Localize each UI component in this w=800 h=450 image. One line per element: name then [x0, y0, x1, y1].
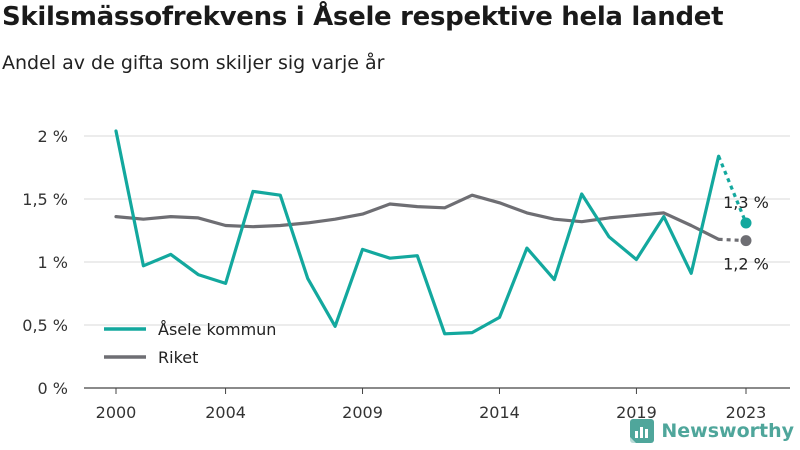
x-tick-label: 2023 — [726, 403, 767, 422]
series-line-asele — [114, 129, 721, 336]
chart-subtitle: Andel av de gifta som skiljer sig varje … — [2, 52, 385, 74]
x-tick-label: 2009 — [342, 403, 383, 422]
chart-title: Skilsmässofrekvens i Åsele respektive he… — [2, 2, 724, 32]
x-tick-label: 2019 — [616, 403, 657, 422]
newsworthy-logo-icon — [630, 419, 655, 443]
series-line-riket — [114, 193, 721, 241]
x-tick-label: 2000 — [96, 403, 137, 422]
series-end-point-asele — [740, 217, 752, 229]
y-tick-label: 0,5 % — [22, 316, 68, 335]
legend-label-asele: Åsele kommun — [158, 320, 276, 339]
x-tick-label: 2004 — [205, 403, 246, 422]
y-tick-label: 0 % — [38, 379, 68, 398]
y-tick-label: 1 % — [38, 253, 68, 272]
y-tick-label: 1,5 % — [22, 190, 68, 209]
y-tick-label: 2 % — [38, 127, 68, 146]
x-tick-label: 2014 — [479, 403, 520, 422]
end-label-riket: 1,2 % — [723, 255, 769, 274]
brand-logo: Newsworthy — [629, 418, 794, 444]
end-label-asele: 1,3 % — [723, 193, 769, 212]
series-last-segment-asele — [717, 155, 748, 224]
series-end-point-riket — [740, 235, 752, 247]
brand-name: Newsworthy — [661, 420, 794, 442]
legend-label-riket: Riket — [158, 348, 198, 367]
